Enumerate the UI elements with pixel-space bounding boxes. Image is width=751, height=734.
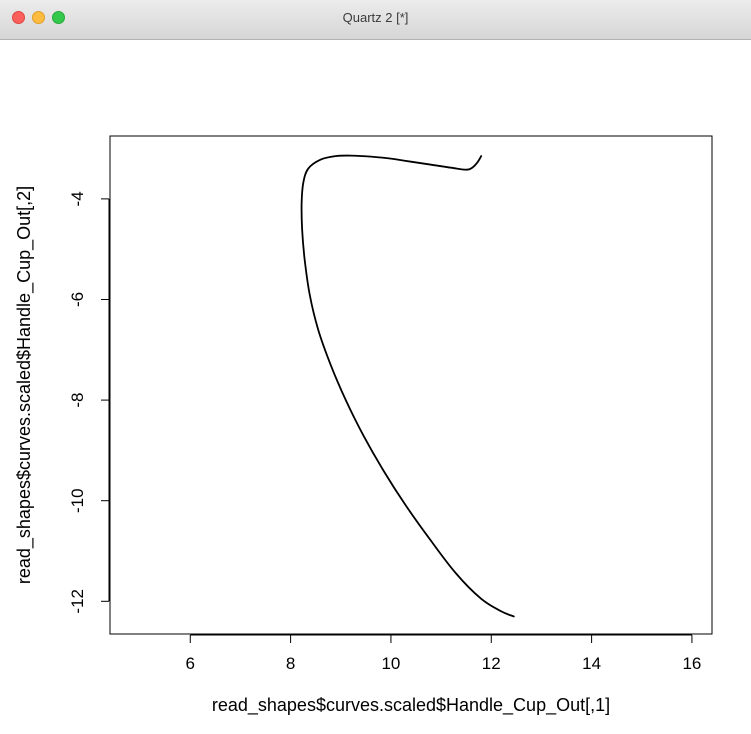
y-tick-label: -6 — [68, 292, 87, 307]
y-tick-label: -4 — [68, 191, 87, 206]
x-tick-label: 6 — [186, 654, 195, 673]
minimize-button[interactable] — [32, 11, 45, 24]
window-title: Quartz 2 [*] — [342, 10, 409, 25]
x-tick-label: 10 — [381, 654, 400, 673]
x-tick-label: 14 — [582, 654, 601, 673]
x-tick-label: 8 — [286, 654, 295, 673]
x-axis-label: read_shapes$curves.scaled$Handle_Cup_Out… — [212, 695, 610, 716]
x-tick-label: 12 — [482, 654, 501, 673]
close-button[interactable] — [12, 11, 25, 24]
y-tick-label: -12 — [68, 589, 87, 614]
zoom-button[interactable] — [52, 11, 65, 24]
x-tick-label: 16 — [682, 654, 701, 673]
y-tick-label: -8 — [68, 393, 87, 408]
x-axis: 6 8 10 12 14 16 — [186, 634, 701, 673]
y-axis: -4 -6 -8 -10 -12 — [68, 191, 110, 614]
line-plot: 6 8 10 12 14 16 -4 -6 -8 -10 -12 read_shapes$curv… — [14, 135, 713, 716]
title-bar[interactable]: Quartz 2 [*] — [0, 0, 751, 40]
y-tick-label: -10 — [68, 488, 87, 513]
y-axis-label: read_shapes$curves.scaled$Handle_Cup_Out… — [14, 186, 35, 584]
plot-area — [109, 135, 713, 635]
series-line — [300, 154, 515, 618]
